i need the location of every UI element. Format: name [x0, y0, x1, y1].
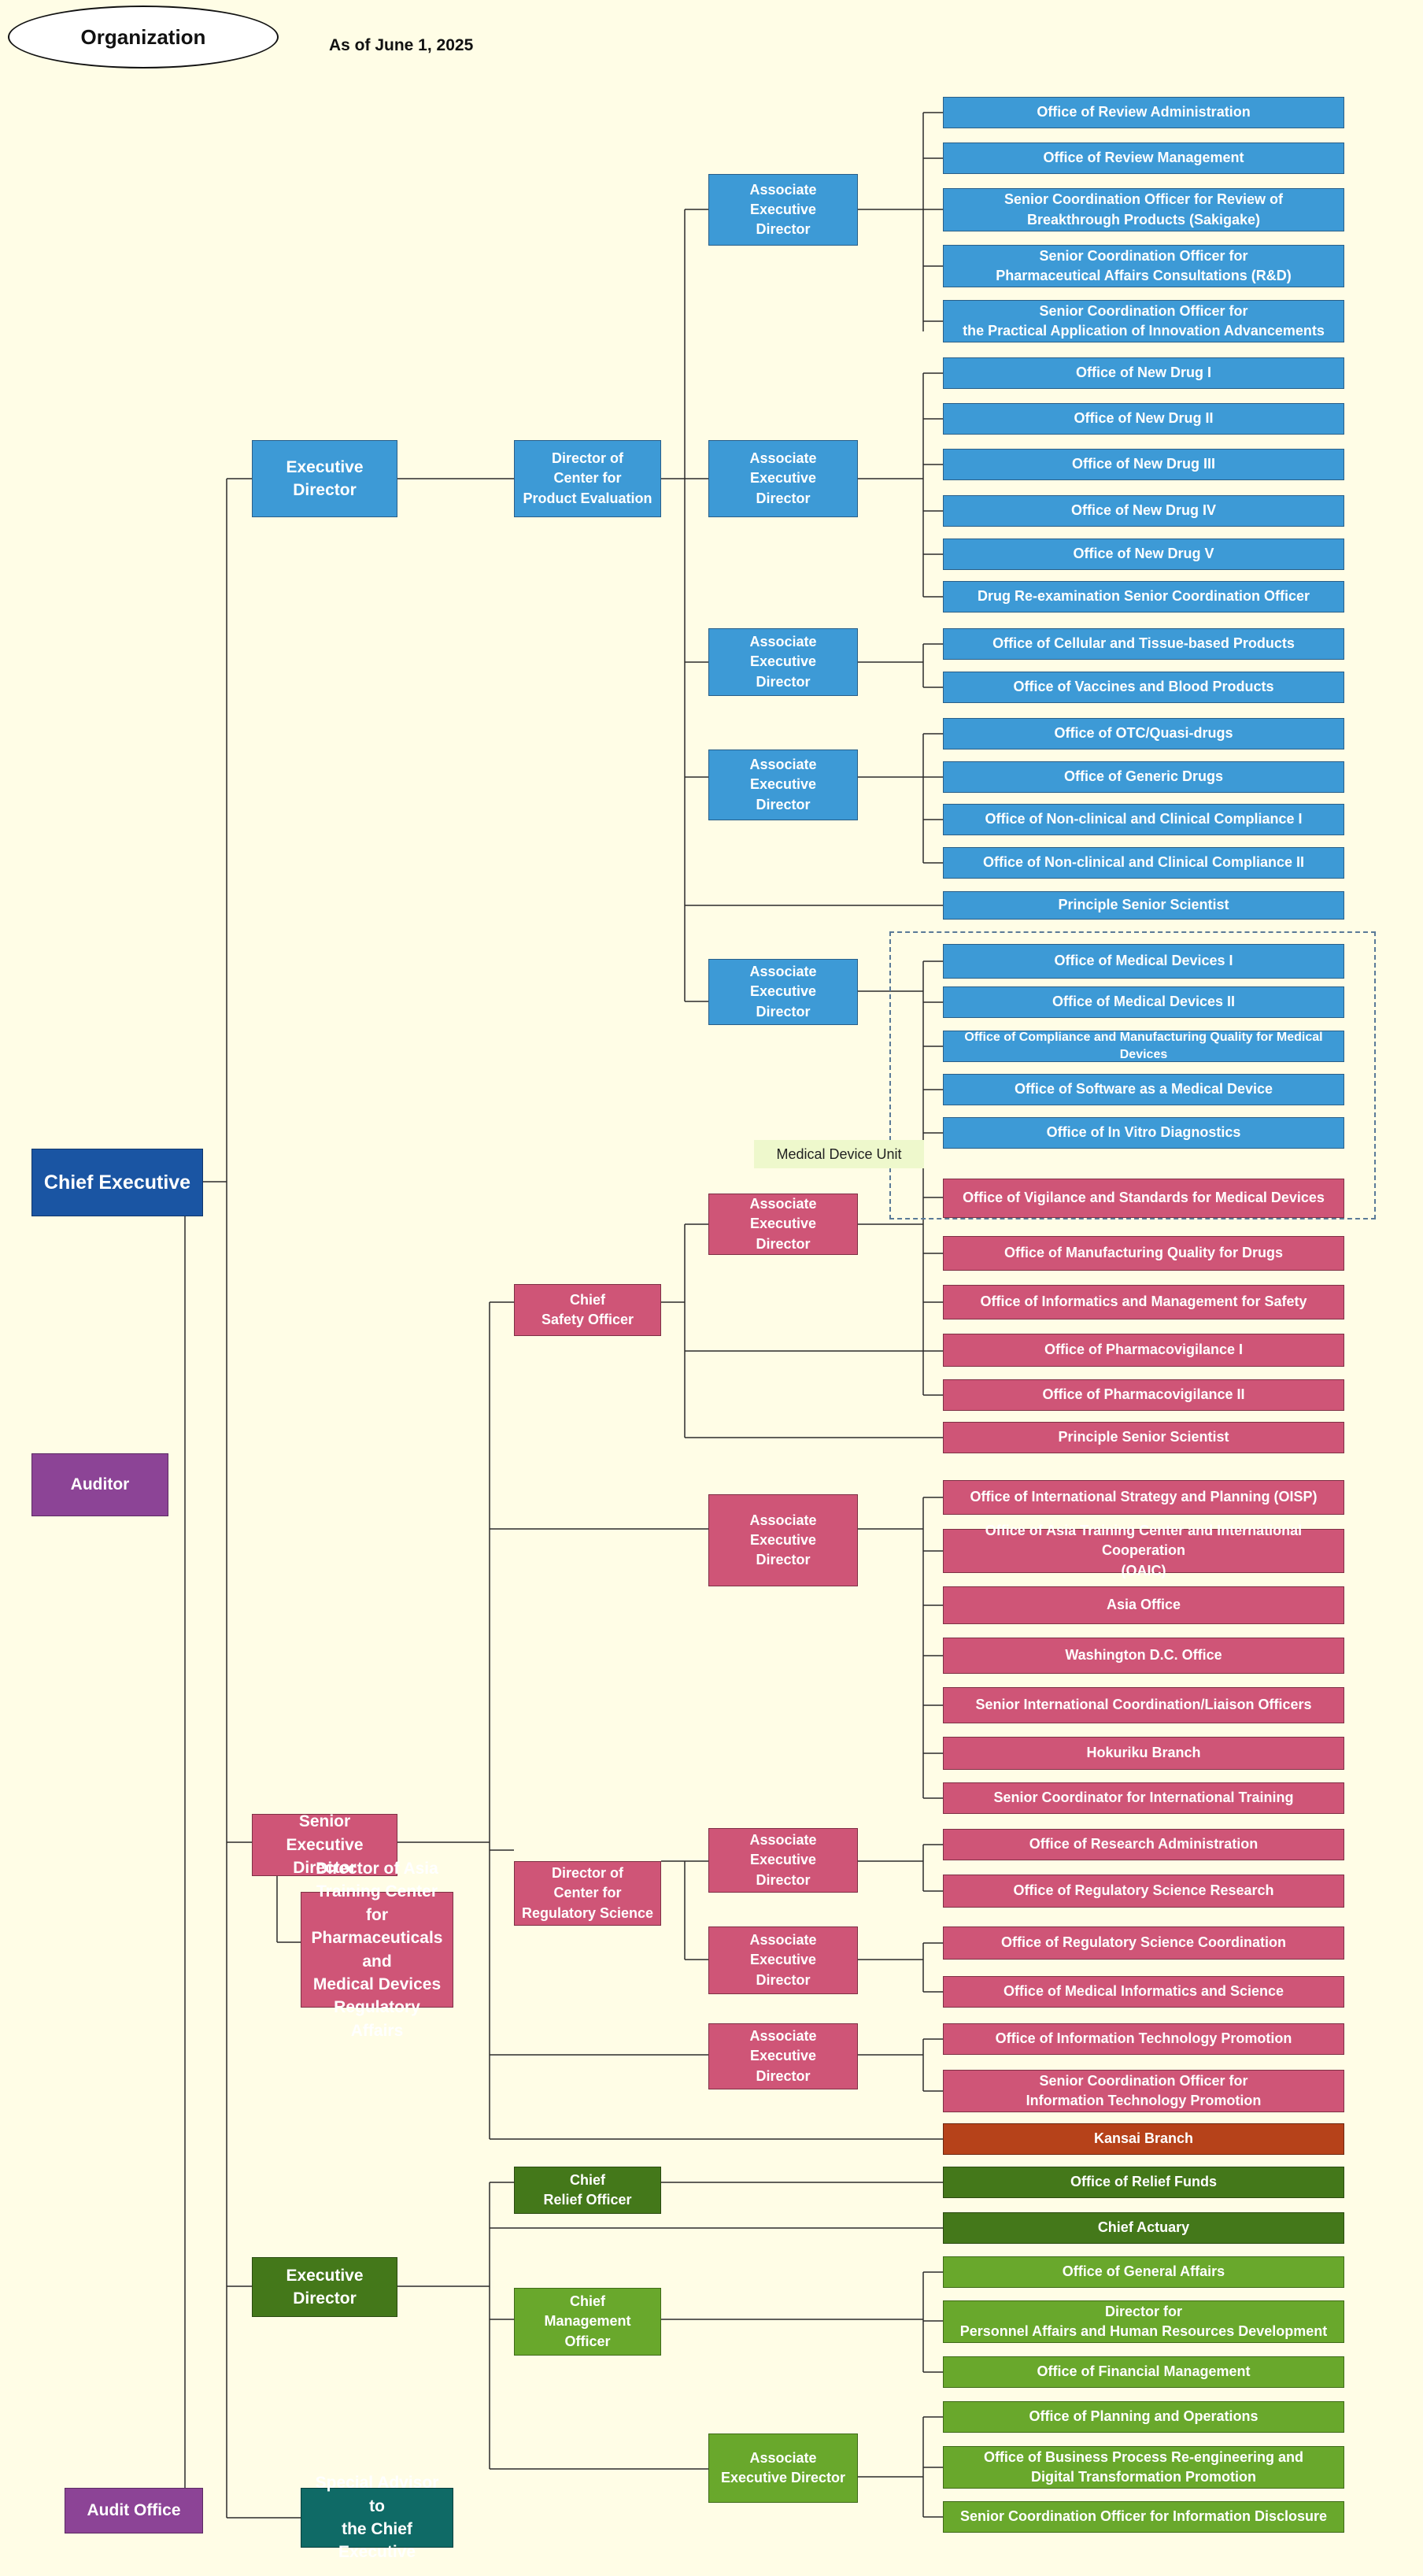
office-it-promotion[interactable]: Office of Information Technology Promoti… — [943, 2023, 1344, 2055]
asia-training-center-director-box[interactable]: Director of Asia Training Center for Pha… — [301, 1860, 453, 2040]
associate-executive-director-it[interactable]: Associate Executive Director — [708, 2023, 858, 2089]
auditor-box[interactable]: Auditor — [31, 1453, 168, 1516]
director-product-evaluation-box[interactable]: Director of Center for Product Evaluatio… — [514, 440, 661, 517]
office-in-vitro-diagnostics[interactable]: Office of In Vitro Diagnostics — [943, 1117, 1344, 1149]
director-personnel-affairs[interactable]: Director for Personnel Affairs and Human… — [943, 2300, 1344, 2343]
office-research-administration[interactable]: Office of Research Administration — [943, 1829, 1344, 1860]
office-new-drug-5[interactable]: Office of New Drug V — [943, 539, 1344, 570]
office-business-process-reengineering[interactable]: Office of Business Process Re-engineerin… — [943, 2446, 1344, 2489]
organization-title: Organization — [8, 6, 279, 68]
hokuriku-branch[interactable]: Hokuriku Branch — [943, 1737, 1344, 1770]
senior-coordination-it[interactable]: Senior Coordination Officer for Informat… — [943, 2070, 1344, 2112]
office-vigilance-standards[interactable]: Office of Vigilance and Standards for Me… — [943, 1179, 1344, 1218]
office-oaic[interactable]: Office of Asia Training Center and Inter… — [943, 1523, 1344, 1579]
associate-executive-director-reg-science[interactable]: Associate Executive Director — [708, 1926, 858, 1994]
office-review-management[interactable]: Office of Review Management — [943, 142, 1344, 174]
chief-executive-box[interactable]: Chief Executive — [31, 1149, 203, 1216]
office-pharmacovigilance-2[interactable]: Office of Pharmacovigilance II — [943, 1379, 1344, 1411]
associate-executive-director-research[interactable]: Associate Executive Director — [708, 1828, 858, 1893]
associate-executive-director-new-drugs[interactable]: Associate Executive Director — [708, 440, 858, 517]
office-informatics-safety[interactable]: Office of Informatics and Management for… — [943, 1285, 1344, 1319]
director-regulatory-science-box[interactable]: Director of Center for Regulatory Scienc… — [514, 1861, 661, 1926]
audit-office-box[interactable]: Audit Office — [65, 2488, 203, 2533]
chief-management-officer-box[interactable]: Chief Management Officer — [514, 2288, 661, 2356]
senior-coordination-sakigake[interactable]: Senior Coordination Officer for Review o… — [943, 188, 1344, 231]
associate-executive-director-planning[interactable]: Associate Executive Director — [708, 2434, 858, 2503]
associate-executive-director-medical-devices[interactable]: Associate Executive Director — [708, 959, 858, 1025]
senior-coordination-innovation[interactable]: Senior Coordination Officer for the Prac… — [943, 300, 1344, 342]
as-of-date: As of June 1, 2025 — [329, 36, 474, 54]
associate-executive-director-generics[interactable]: Associate Executive Director — [708, 749, 858, 820]
chief-relief-officer-box[interactable]: Chief Relief Officer — [514, 2167, 661, 2214]
office-regulatory-science-coordination[interactable]: Office of Regulatory Science Coordinatio… — [943, 1926, 1344, 1960]
international-liaison-officers[interactable]: Senior International Coordination/Liaiso… — [943, 1687, 1344, 1723]
senior-coordination-rnd[interactable]: Senior Coordination Officer for Pharmace… — [943, 245, 1344, 287]
senior-executive-director-box[interactable]: Senior Executive Director — [252, 1812, 397, 1877]
office-planning-operations[interactable]: Office of Planning and Operations — [943, 2401, 1344, 2433]
office-relief-funds[interactable]: Office of Relief Funds — [943, 2167, 1344, 2198]
office-medical-devices-2[interactable]: Office of Medical Devices II — [943, 986, 1344, 1018]
principle-senior-scientist-safety[interactable]: Principle Senior Scientist — [943, 1422, 1344, 1453]
associate-executive-director-safety[interactable]: Associate Executive Director — [708, 1194, 858, 1255]
office-general-affairs[interactable]: Office of General Affairs — [943, 2256, 1344, 2288]
office-financial-management[interactable]: Office of Financial Management — [943, 2356, 1344, 2388]
chief-actuary[interactable]: Chief Actuary — [943, 2212, 1344, 2244]
office-oisp[interactable]: Office of International Strategy and Pla… — [943, 1480, 1344, 1515]
office-compliance-medical-devices[interactable]: Office of Compliance and Manufacturing Q… — [943, 1031, 1344, 1062]
office-new-drug-4[interactable]: Office of New Drug IV — [943, 495, 1344, 527]
associate-executive-director-international[interactable]: Associate Executive Director — [708, 1494, 858, 1586]
executive-director-box-1[interactable]: Executive Director — [252, 440, 397, 517]
associate-executive-director-review[interactable]: Associate Executive Director — [708, 174, 858, 246]
office-generic-drugs[interactable]: Office of Generic Drugs — [943, 761, 1344, 793]
senior-coordination-information-disclosure[interactable]: Senior Coordination Officer for Informat… — [943, 2501, 1344, 2533]
office-otc-quasi-drugs[interactable]: Office of OTC/Quasi-drugs — [943, 718, 1344, 749]
asia-office[interactable]: Asia Office — [943, 1586, 1344, 1624]
office-new-drug-1[interactable]: Office of New Drug I — [943, 357, 1344, 389]
chief-safety-officer-box[interactable]: Chief Safety Officer — [514, 1284, 661, 1336]
office-software-medical-device[interactable]: Office of Software as a Medical Device — [943, 1074, 1344, 1105]
office-nonclinical-compliance-2[interactable]: Office of Non-clinical and Clinical Comp… — [943, 847, 1344, 879]
medical-device-unit-label: Medical Device Unit — [754, 1140, 924, 1168]
office-nonclinical-compliance-1[interactable]: Office of Non-clinical and Clinical Comp… — [943, 804, 1344, 835]
washington-office[interactable]: Washington D.C. Office — [943, 1638, 1344, 1674]
kansai-branch[interactable]: Kansai Branch — [943, 2123, 1344, 2155]
office-vaccines-blood[interactable]: Office of Vaccines and Blood Products — [943, 672, 1344, 703]
office-manufacturing-quality-drugs[interactable]: Office of Manufacturing Quality for Drug… — [943, 1236, 1344, 1271]
associate-executive-director-biologics[interactable]: Associate Executive Director — [708, 628, 858, 696]
office-pharmacovigilance-1[interactable]: Office of Pharmacovigilance I — [943, 1334, 1344, 1367]
principle-senior-scientist-review[interactable]: Principle Senior Scientist — [943, 891, 1344, 920]
executive-director-box-3[interactable]: Executive Director — [252, 2257, 397, 2317]
office-review-administration[interactable]: Office of Review Administration — [943, 97, 1344, 128]
office-new-drug-3[interactable]: Office of New Drug III — [943, 449, 1344, 480]
medical-device-unit-frame — [889, 931, 1376, 1220]
drug-reexamination-officer[interactable]: Drug Re-examination Senior Coordination … — [943, 581, 1344, 613]
special-advisor-box[interactable]: Special Advisor to the Chief Executive — [301, 2474, 453, 2561]
office-medical-informatics[interactable]: Office of Medical Informatics and Scienc… — [943, 1976, 1344, 2008]
office-medical-devices-1[interactable]: Office of Medical Devices I — [943, 944, 1344, 979]
office-new-drug-2[interactable]: Office of New Drug II — [943, 403, 1344, 435]
international-training-coordinator[interactable]: Senior Coordinator for International Tra… — [943, 1782, 1344, 1814]
office-regulatory-science-research[interactable]: Office of Regulatory Science Research — [943, 1875, 1344, 1908]
office-cellular-tissue[interactable]: Office of Cellular and Tissue-based Prod… — [943, 628, 1344, 660]
